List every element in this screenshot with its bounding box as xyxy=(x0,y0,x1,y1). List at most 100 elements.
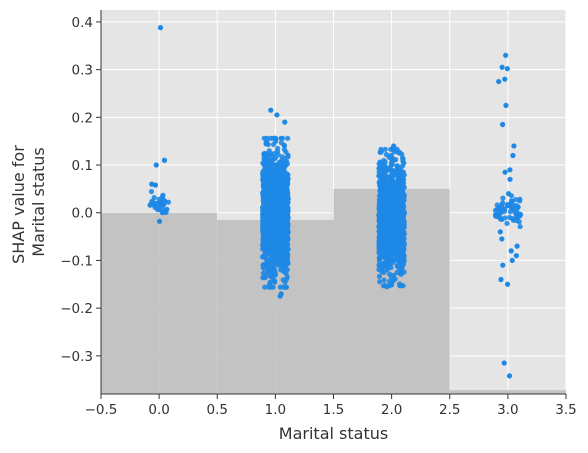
data-point xyxy=(284,196,290,202)
x-ticks: −0.5 0.0 0.5 1.0 1.5 2.0 2.5 3.0 3.5 xyxy=(85,394,577,418)
data-point xyxy=(506,191,512,197)
data-point xyxy=(506,373,513,379)
data-point xyxy=(282,159,288,166)
data-point xyxy=(392,231,398,238)
data-point xyxy=(278,159,285,165)
data-point xyxy=(377,221,383,227)
data-point xyxy=(401,269,407,275)
data-point xyxy=(504,66,510,72)
x-tick-label: 3.5 xyxy=(555,402,576,418)
data-point xyxy=(501,360,507,366)
data-point xyxy=(377,149,383,156)
data-point xyxy=(386,195,392,201)
data-point xyxy=(504,220,510,227)
data-point xyxy=(392,184,398,190)
data-point xyxy=(399,200,406,206)
data-point xyxy=(508,199,515,205)
data-point xyxy=(267,192,273,198)
data-point xyxy=(268,219,274,225)
data-point xyxy=(395,171,401,177)
data-point xyxy=(262,243,269,249)
data-point xyxy=(273,196,279,202)
data-point xyxy=(376,266,382,273)
data-point xyxy=(401,195,407,201)
data-point xyxy=(397,178,403,184)
data-point xyxy=(275,238,281,245)
data-point xyxy=(387,183,394,189)
data-point xyxy=(498,210,504,216)
x-tick-label: 0.0 xyxy=(148,402,169,418)
x-tick-label: 0.5 xyxy=(207,402,228,418)
data-point xyxy=(266,227,272,233)
data-point xyxy=(262,284,268,290)
data-point xyxy=(268,273,274,280)
data-point xyxy=(392,240,398,247)
data-point xyxy=(386,253,393,260)
data-point xyxy=(278,253,284,259)
data-point xyxy=(391,143,397,149)
data-point xyxy=(511,143,517,149)
data-point xyxy=(264,157,270,164)
data-point xyxy=(500,195,506,201)
data-point xyxy=(268,107,274,113)
y-tick-label: 0.2 xyxy=(72,110,93,126)
data-point xyxy=(502,169,508,175)
histogram-bar xyxy=(101,212,218,394)
data-point xyxy=(392,250,398,257)
data-point xyxy=(376,262,382,268)
data-point xyxy=(263,167,269,173)
data-points xyxy=(147,25,524,379)
data-point xyxy=(509,205,515,211)
data-point xyxy=(262,234,268,240)
data-point xyxy=(384,233,390,239)
data-point xyxy=(503,52,509,58)
data-point xyxy=(260,218,266,225)
data-point xyxy=(261,265,267,271)
data-point xyxy=(279,189,285,195)
data-point xyxy=(152,182,159,188)
data-point xyxy=(273,219,279,225)
data-point xyxy=(401,160,407,166)
y-axis-title-line-1: SHAP value for xyxy=(9,145,28,264)
data-point xyxy=(278,212,284,218)
background-histogram xyxy=(101,188,566,394)
data-point xyxy=(376,273,383,280)
data-point xyxy=(260,205,267,211)
data-point xyxy=(273,188,279,194)
data-point xyxy=(394,255,400,262)
y-tick-label: −0.2 xyxy=(60,301,93,317)
data-point xyxy=(160,203,166,209)
data-point xyxy=(284,239,290,245)
data-point xyxy=(386,166,393,172)
data-point xyxy=(386,205,392,211)
data-point xyxy=(497,229,503,235)
data-point xyxy=(268,255,275,261)
data-point xyxy=(504,281,511,287)
data-point xyxy=(285,135,291,141)
data-point xyxy=(499,202,505,208)
data-point xyxy=(386,154,392,160)
data-point xyxy=(388,161,394,167)
data-point xyxy=(148,188,155,195)
data-point xyxy=(279,229,285,236)
x-tick-label: 2.5 xyxy=(439,402,460,418)
data-point xyxy=(377,201,383,208)
data-point xyxy=(513,253,519,259)
y-axis-title: SHAP value for Marital status xyxy=(9,140,48,264)
data-point xyxy=(395,191,401,197)
data-point xyxy=(513,213,520,219)
y-tick-label: −0.3 xyxy=(60,349,93,365)
data-point xyxy=(272,272,279,278)
data-point xyxy=(156,196,162,202)
data-point xyxy=(281,143,288,149)
data-point xyxy=(386,271,393,277)
data-point xyxy=(376,242,382,248)
data-point xyxy=(273,206,279,212)
data-point xyxy=(271,278,278,284)
data-point xyxy=(385,242,391,248)
data-point xyxy=(282,119,288,125)
data-point xyxy=(382,237,388,243)
data-point xyxy=(278,193,284,199)
data-point xyxy=(265,269,271,275)
data-point xyxy=(392,276,398,282)
